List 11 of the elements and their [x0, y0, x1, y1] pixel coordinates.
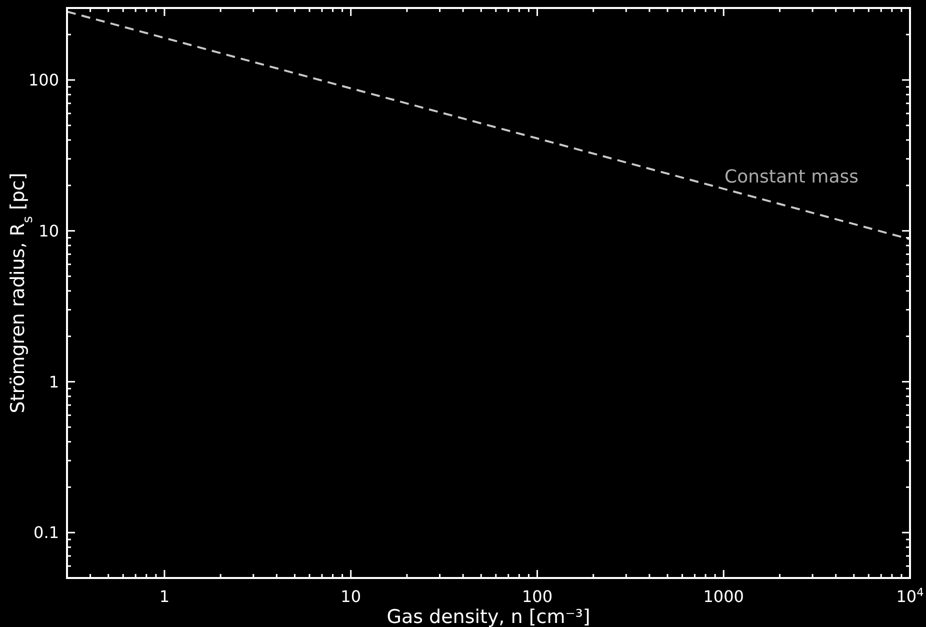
- x-tick-label: 10$^{4}$: [896, 586, 924, 606]
- annotation: Constant mass: [724, 166, 859, 188]
- y-tick-label: 0.1: [34, 523, 59, 542]
- y-tick-label: 10: [38, 221, 59, 240]
- x-tick-label: 1000: [703, 587, 744, 606]
- y-tick-label: 1: [48, 372, 59, 392]
- x-axis-title: Gas density, n [cm⁻³]: [386, 606, 590, 627]
- x-tick-label: 1: [159, 587, 170, 606]
- y-tick-label: 100: [28, 70, 59, 90]
- x-tick-label: 10: [340, 587, 362, 606]
- x-tick-label: 100: [522, 587, 552, 606]
